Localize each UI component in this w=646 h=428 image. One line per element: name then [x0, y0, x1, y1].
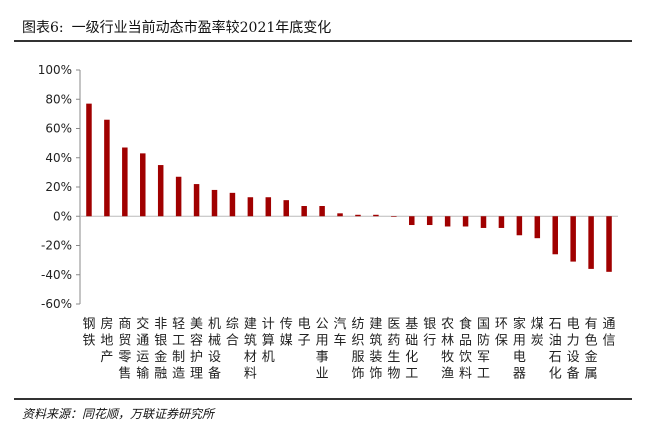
x-tick-label: 计算机 [262, 317, 275, 365]
y-tick-label: 20% [45, 180, 72, 194]
x-tick-label: 交通运输 [136, 316, 149, 382]
bar-钢铁 [86, 103, 92, 217]
y-tick-label: -60% [41, 297, 72, 311]
bar-建筑装饰 [373, 214, 379, 217]
x-tick-label: 食品饮料 [459, 316, 472, 382]
bar-机械设备 [211, 189, 218, 217]
x-tick-label: 钢铁 [82, 317, 95, 349]
bar-房地产 [104, 119, 110, 217]
bar-chart: 100% 80% 60% 40% 20% 0% -20% -40% -60% 钢铁房地产商贸零售交… [38, 63, 618, 382]
x-tick-label: 有色金属 [585, 317, 598, 382]
y-tick-label: 40% [45, 151, 72, 165]
x-tick-label: 家用电器 [513, 316, 526, 382]
bar-公用事业 [319, 206, 325, 217]
bar-电子 [301, 206, 307, 217]
bar-银行 [426, 216, 433, 226]
bar-汽车 [337, 213, 343, 217]
chart-area: 100% 80% 60% 40% 20% 0% -20% -40% -60% 钢铁 房地产 商贸零售交… [14, 44, 632, 396]
x-tick-label: 传媒 [280, 317, 293, 349]
x-tick-label: 基础化工 [405, 317, 418, 382]
bar-非银金融 [157, 165, 164, 217]
bar-美容护理 [193, 184, 200, 217]
bar-纺织服饰 [355, 214, 361, 217]
x-tick-label: 纺织服饰 [351, 317, 364, 382]
x-tick-label: 商贸零售 [118, 317, 131, 382]
y-tick-label: 60% [45, 122, 72, 136]
x-tick-label: 建筑装饰 [369, 317, 382, 382]
x-tick-label: 非银金融 [154, 317, 167, 382]
bar-计算机 [265, 197, 272, 217]
x-tick-label: 综合 [226, 317, 239, 349]
x-tick-label: 轻工制造 [172, 317, 185, 382]
x-tick-label: 建筑材料 [244, 317, 257, 382]
bar-煤炭 [534, 216, 541, 239]
bar-国防军工 [480, 216, 487, 228]
x-tick-label: 美容护理 [190, 317, 203, 382]
y-tick-label: 0% [53, 209, 72, 223]
bar-电力设备 [570, 216, 576, 262]
x-tick-label: 房地产 [100, 316, 113, 365]
source-note: 资料来源：同花顺，万联证券研究所 [22, 407, 215, 421]
figure-label: 图表6: [22, 20, 64, 36]
bar-农林牧渔 [444, 216, 451, 227]
bar-医药生物 [391, 216, 397, 217]
x-tick-label: 医药生物 [387, 317, 400, 382]
bar-交通运输 [140, 153, 146, 217]
x-tick-label: 通信 [603, 317, 616, 349]
bar-基础化工 [409, 216, 415, 226]
x-tick-label: 国防军工 [477, 317, 490, 382]
bar-综合 [229, 192, 236, 217]
bar-食品饮料 [462, 216, 469, 227]
y-tick-label: -20% [41, 239, 72, 253]
bar-家用电器 [516, 216, 523, 236]
x-tick-label: 机械设备 [208, 317, 221, 382]
x-tick-label: 环保 [495, 317, 508, 349]
x-tick-label: 汽车 [334, 317, 347, 349]
bar-商贸零售 [122, 147, 128, 217]
bar-建筑材料 [247, 197, 254, 217]
bar-通信 [606, 216, 612, 272]
figure-footer: 资料来源：同花顺，万联证券研究所 [14, 398, 632, 421]
y-tick-label: 80% [45, 92, 72, 106]
x-tick-label: 公用事业 [316, 317, 329, 382]
y-tick-label: 100% [38, 63, 72, 77]
x-tick-label: 石油石化 [549, 317, 562, 382]
x-tick-label: 电子 [298, 317, 311, 349]
x-tick-label: 银行 [423, 317, 436, 349]
bar-环保 [498, 216, 505, 228]
x-tick-label: 电力设备 [567, 317, 580, 382]
figure-header: 图表6: 一级行业当前动态市盈率较2021年底变化 [14, 8, 632, 42]
x-tick-label: 农林牧渔 [441, 317, 454, 382]
figure-title: 图表6: 一级行业当前动态市盈率较2021年底变化 [22, 17, 339, 37]
bar-轻工制造 [175, 176, 182, 217]
bar-传媒 [283, 200, 289, 217]
bar-石油石化 [552, 216, 558, 255]
y-tick-label: -40% [41, 268, 72, 282]
figure-title-text: 一级行业当前动态市盈率较2021年底变化 [71, 20, 332, 36]
bar-有色金属 [588, 216, 594, 269]
x-tick-label: 煤炭 [531, 317, 544, 349]
